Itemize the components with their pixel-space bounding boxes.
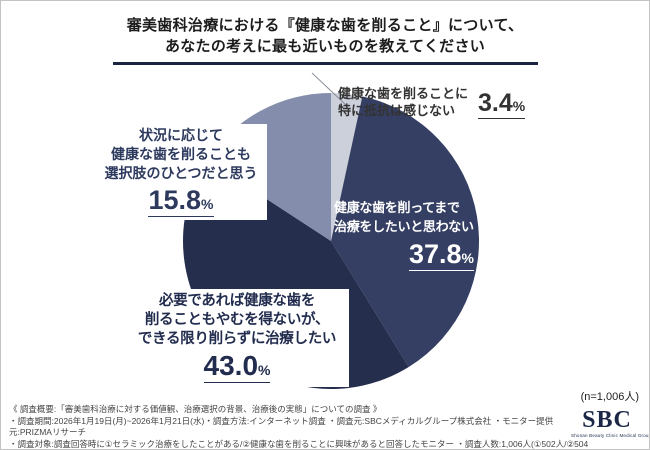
label-no-resistance-line2: 特に抵抗は感じない — [338, 103, 456, 118]
survey-note-line3: ・調査対象:調査回答時に①セラミック治療をしたことがある/②健康な歯を削ることに… — [9, 438, 589, 449]
sbc-logo-text: SBC — [582, 407, 632, 433]
label-option-line1: 状況に応じて — [139, 127, 223, 143]
percent-dont-want: 37.8% — [408, 239, 474, 271]
label-option: 状況に応じて 健康な歯を削ることも 選択肢のひとつだと思う 15.8% — [95, 124, 267, 220]
label-unavoidable-line1: 必要であれば健康な歯を — [158, 293, 316, 309]
label-dont-want: 健康な歯を削ってまで 治療をしたいと思わない 37.8% — [334, 198, 480, 271]
survey-note-line1: 《 調査概要:「審美歯科治療に対する価値観、治療選択の背景、治療後の実態」につい… — [9, 404, 382, 414]
pie-slice-1 — [331, 96, 480, 367]
label-dont-want-line2: 治療をしたいと思わない — [334, 219, 474, 234]
survey-notes: 《 調査概要:「審美歯科治療に対する価値観、治療選択の背景、治療後の実態」につい… — [9, 404, 591, 449]
label-no-resistance: 健康な歯を削ることに 特に抵抗は感じない 3.4% — [338, 85, 526, 119]
leader-line-3-4 — [311, 72, 348, 107]
pie-slice-0 — [331, 93, 363, 241]
percent-unavoidable: 43.0% — [203, 350, 271, 383]
page-title: 審美歯科治療における『健康な歯を削ること』について、 あなたの考えに最も近いもの… — [1, 15, 649, 65]
sbc-logo: SBC Shonan Beauty Clinic Medical Group — [571, 407, 650, 438]
title-line-1: 審美歯科治療における『健康な歯を削ること』について、 — [126, 17, 524, 34]
sbc-logo-tagline: Shonan Beauty Clinic Medical Group — [571, 433, 650, 438]
percent-no-resistance: 3.4% — [478, 89, 526, 119]
sample-size-label: (n=1,006人) — [580, 391, 639, 403]
title-underline — [112, 62, 538, 65]
survey-note-line2: ・調査期間:2026年1月19日(月)~2026年1月21日(水)・調査方法:イ… — [9, 415, 554, 438]
label-no-resistance-line1: 健康な歯を削ることに — [338, 86, 469, 101]
title-line-2: あなたの考えに最も近いものを教えてください — [164, 38, 486, 55]
label-option-line2: 健康な歯を削ることも — [111, 146, 251, 162]
label-option-line3: 選択肢のひとつだと思う — [104, 165, 258, 181]
percent-option: 15.8% — [148, 185, 214, 217]
label-unavoidable: 必要であれば健康な歯を 削ることもやむを得ないが、 できる限り削らずに治療したい… — [125, 289, 349, 387]
label-unavoidable-line3: できる限り削らずに治療したい — [137, 331, 337, 347]
label-unavoidable-line2: 削ることもやむを得ないが、 — [144, 312, 330, 328]
label-dont-want-line1: 健康な歯を削ってまで — [334, 200, 460, 215]
